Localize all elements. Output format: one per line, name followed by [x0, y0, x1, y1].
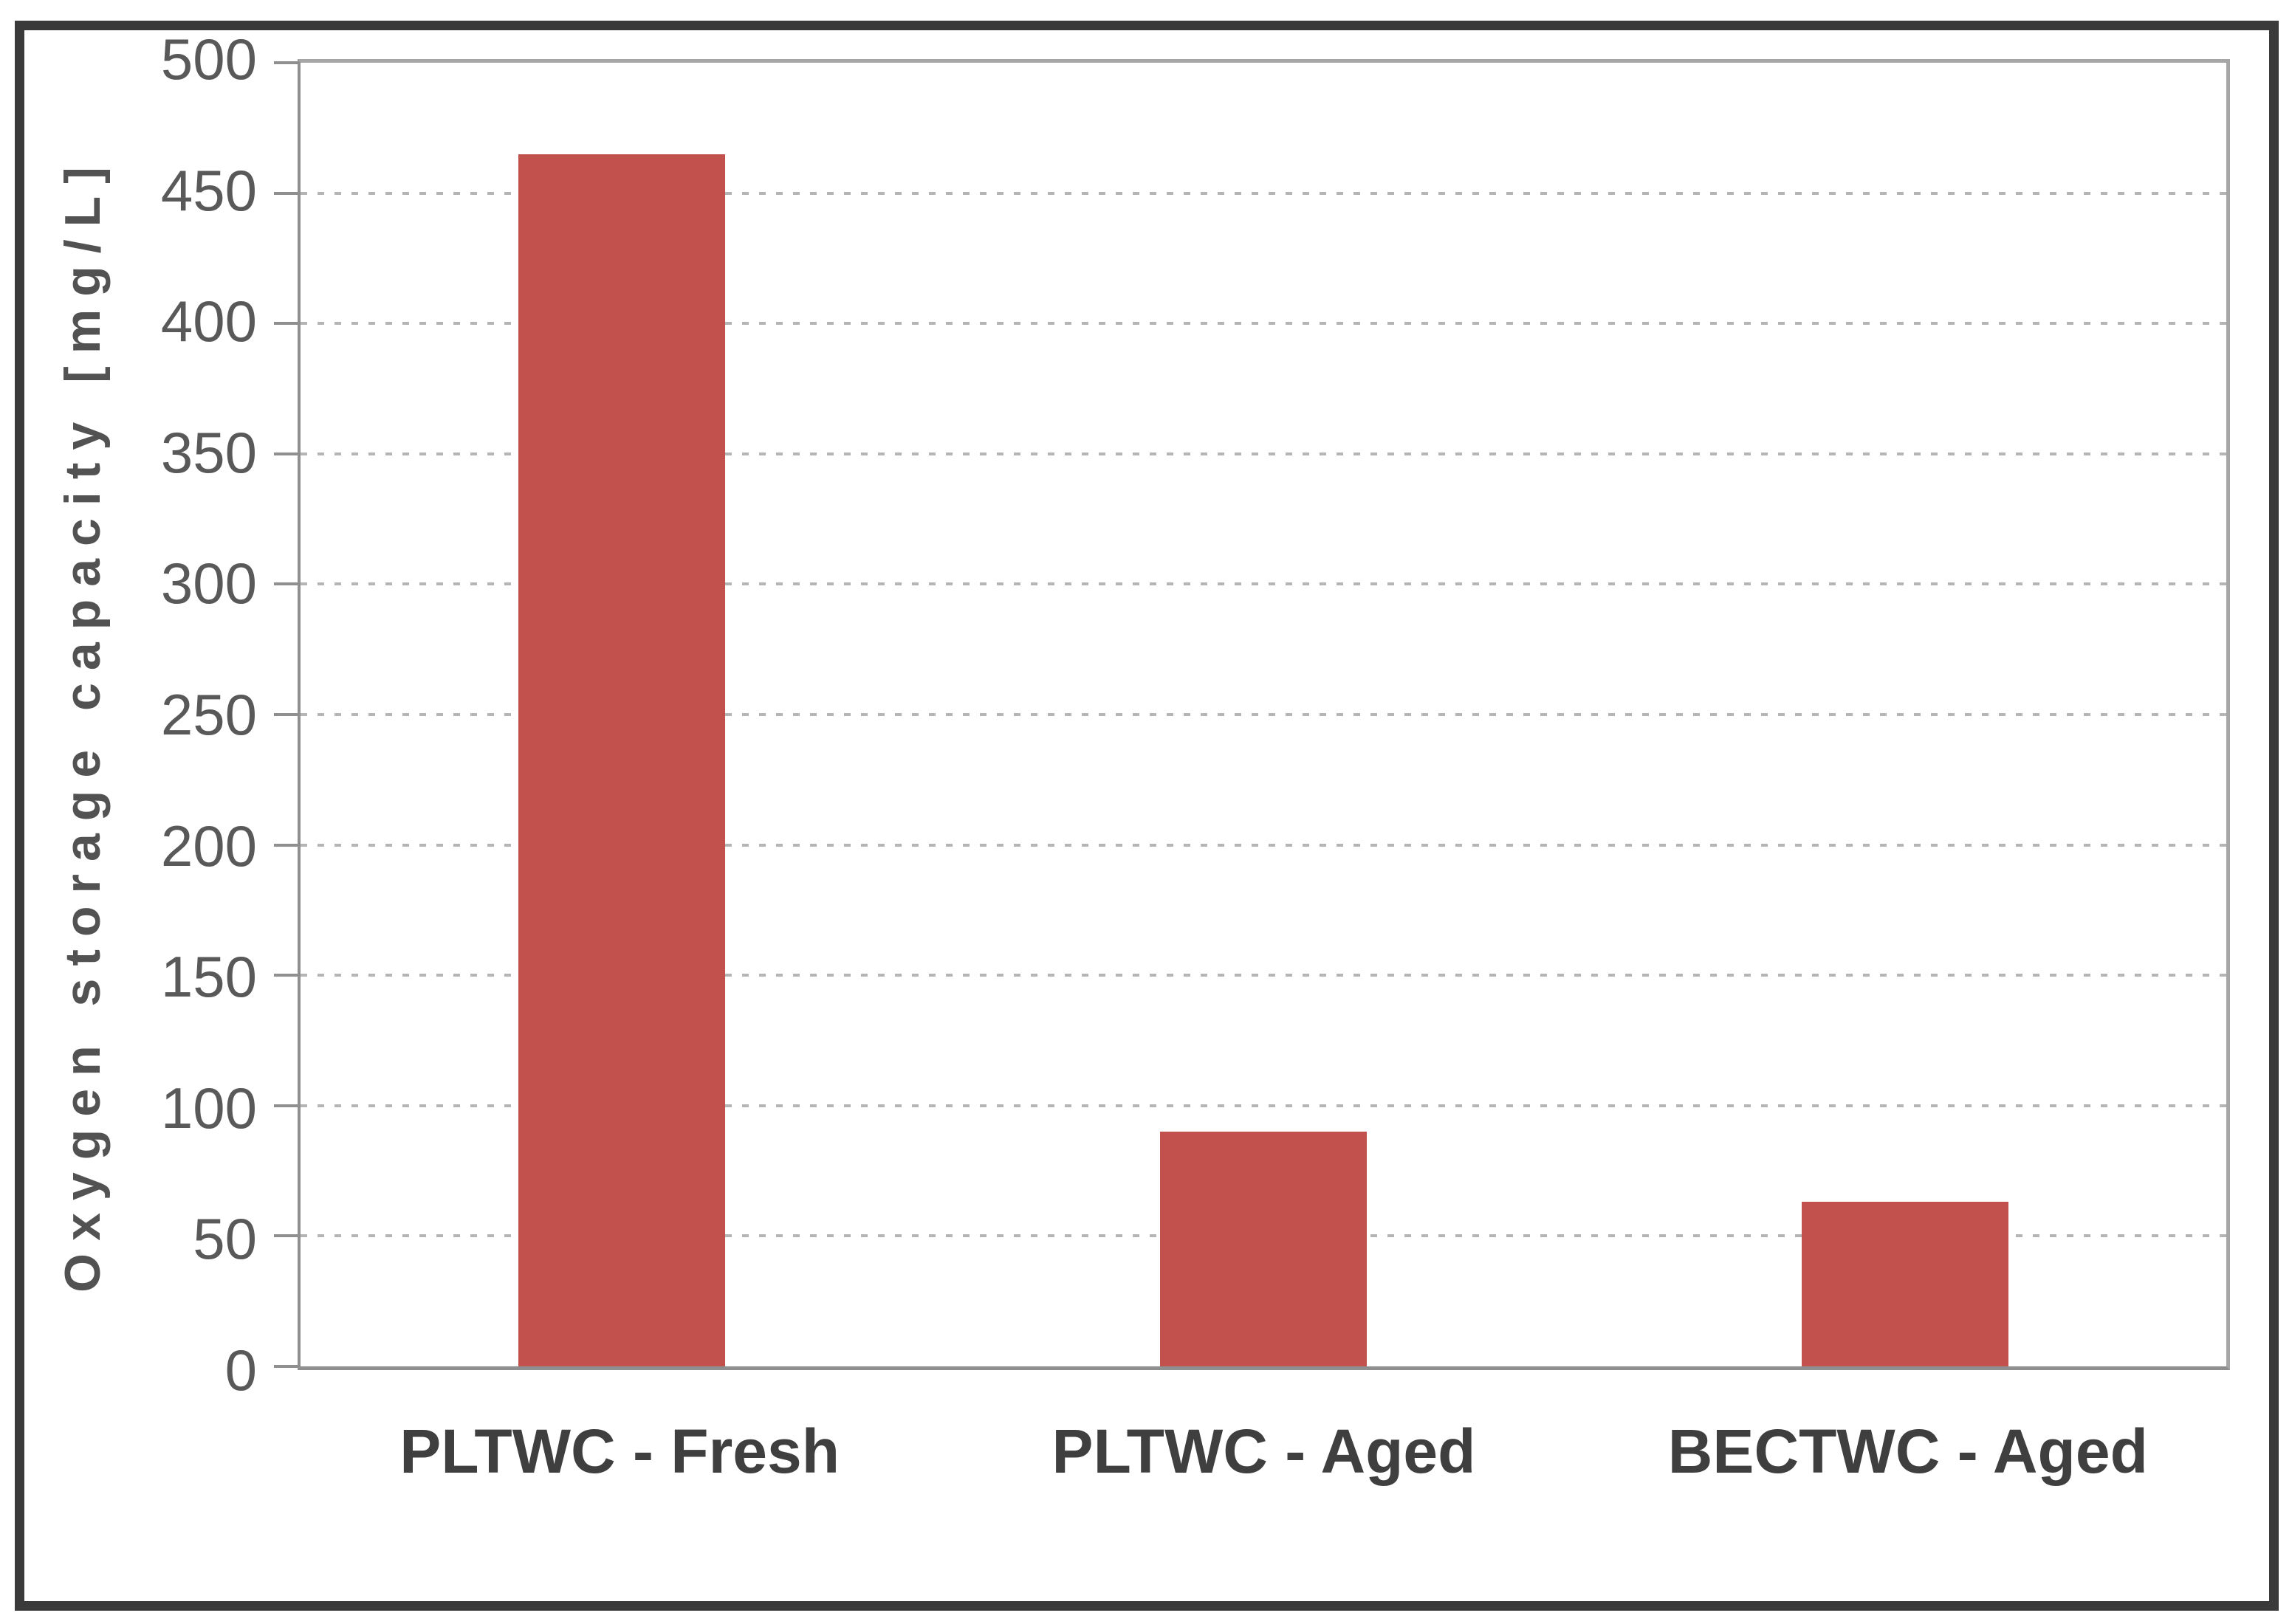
gridline-y-250	[301, 713, 2226, 716]
y-tick-label-0: 0	[224, 1338, 257, 1403]
y-tick-label-250: 250	[160, 682, 257, 747]
y-tick-label-50: 50	[193, 1206, 257, 1272]
plot-area	[274, 59, 2230, 1370]
y-tick-mark-200	[274, 843, 298, 847]
gridline-y-350	[301, 452, 2226, 455]
y-tick-label-400: 400	[160, 289, 257, 354]
gridline-y-100	[301, 1104, 2226, 1107]
y-tick-label-150: 150	[160, 944, 257, 1010]
x-category-label-2: PLTWC - Aged	[1051, 1417, 1476, 1486]
x-category-label-3: BECTWC - Aged	[1667, 1417, 2148, 1486]
y-tick-mark-0	[274, 1365, 298, 1368]
y-tick-label-200: 200	[160, 813, 257, 878]
gridline-y-300	[301, 582, 2226, 586]
x-category-label-1: PLTWC - Fresh	[399, 1417, 840, 1486]
gridline-y-200	[301, 843, 2226, 847]
y-tick-label-500: 500	[160, 27, 257, 92]
bar-bectwc-aged	[1802, 1202, 2009, 1366]
bar-pltwc-fresh	[518, 154, 725, 1366]
y-tick-mark-350	[274, 452, 298, 455]
y-tick-label-300: 300	[160, 551, 257, 616]
y-tick-label-100: 100	[160, 1075, 257, 1140]
y-tick-mark-450	[274, 191, 298, 195]
bar-pltwc-aged	[1160, 1132, 1367, 1366]
y-tick-mark-150	[274, 974, 298, 977]
y-tick-mark-300	[274, 582, 298, 586]
y-tick-mark-100	[274, 1104, 298, 1107]
y-tick-mark-50	[274, 1234, 298, 1238]
y-tick-mark-400	[274, 322, 298, 326]
y-axis-tick-labels: 0 50 100 150 200 250 300 350 400 450 500	[0, 30, 257, 1399]
y-tick-label-450: 450	[160, 157, 257, 223]
gridline-y-450	[301, 191, 2226, 195]
x-axis-category-labels: PLTWC - Fresh PLTWC - Aged BECTWC - Aged	[298, 1417, 2230, 1513]
y-tick-mark-250	[274, 713, 298, 716]
gridline-y-150	[301, 974, 2226, 977]
y-tick-mark-500	[274, 61, 298, 64]
gridline-y-400	[301, 322, 2226, 326]
y-tick-label-350: 350	[160, 419, 257, 485]
